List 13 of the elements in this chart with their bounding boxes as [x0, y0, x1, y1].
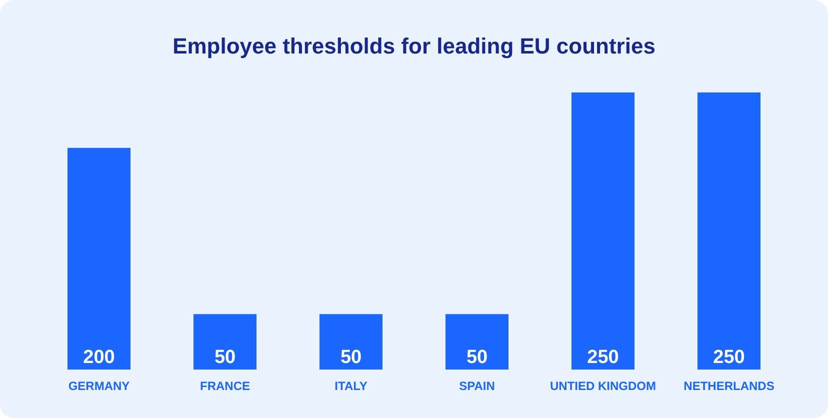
- x-tick-label: SPAIN: [459, 379, 495, 394]
- x-tick-label: ITALY: [334, 379, 368, 394]
- data-label: 250: [713, 346, 745, 368]
- data-label: 200: [83, 346, 115, 368]
- data-label: 50: [466, 346, 488, 368]
- x-tick-label: GERMANY: [68, 379, 130, 394]
- x-tick-label: NETHERLANDS: [684, 379, 774, 394]
- x-tick-label: FRANCE: [200, 379, 250, 394]
- data-label: 50: [214, 346, 236, 368]
- x-tick-label: UNTIED KINGDOM: [550, 379, 656, 394]
- data-label: 50: [340, 346, 362, 368]
- data-label: 250: [587, 346, 619, 368]
- chart-title: Employee thresholds for leading EU countries: [172, 33, 656, 58]
